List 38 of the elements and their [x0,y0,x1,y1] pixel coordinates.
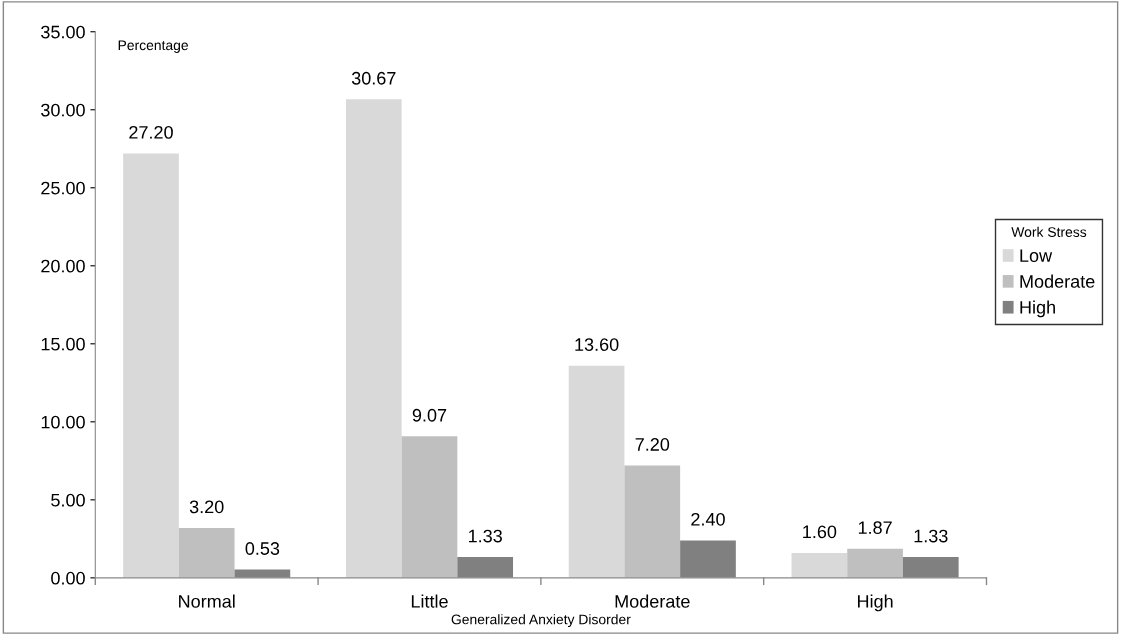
data-label: 0.53 [245,542,280,555]
y-tick-label: 20.00 [41,259,85,273]
bar [178,527,235,578]
data-label: 7.20 [635,438,670,451]
bar [345,99,402,578]
x-tick-label: Moderate [615,594,690,608]
data-label: 1.60 [803,525,837,539]
legend-label: High [1020,300,1055,318]
y-tick-label: 35.00 [41,25,85,39]
y-tick-label: 25.00 [41,181,85,195]
bar [847,548,903,578]
data-label: 30.67 [351,71,396,85]
bar [123,153,179,578]
x-tick-label: High [858,594,893,612]
legend-label: Moderate [1020,274,1095,288]
x-tick-label: Little [411,594,448,608]
y-tick-label: 15.00 [41,337,85,351]
legend-title: Work Stress [1011,226,1087,237]
bar [791,552,848,578]
bar [568,365,625,578]
data-label: 3.20 [189,500,224,514]
y-tick-label: 30.00 [41,103,85,117]
y-tick-label: 5.00 [51,493,85,507]
data-label: 1.33 [914,529,948,543]
y-tick-label: 10.00 [41,415,85,429]
data-label: 13.60 [575,338,619,351]
bar [624,465,681,578]
bar [401,436,458,578]
data-label: 2.40 [691,512,725,526]
data-label: 1.87 [858,521,892,534]
data-label: 9.07 [412,408,447,422]
legend-label: Low [1020,249,1053,263]
x-axis-title: Generalized Anxiety Disorder [451,614,631,628]
data-label: 1.33 [468,529,502,543]
y-axis-title: Percentage [118,40,188,53]
y-tick-label: 0.00 [51,571,85,585]
x-tick-label: Normal [179,594,235,608]
data-label: 27.20 [129,125,173,139]
